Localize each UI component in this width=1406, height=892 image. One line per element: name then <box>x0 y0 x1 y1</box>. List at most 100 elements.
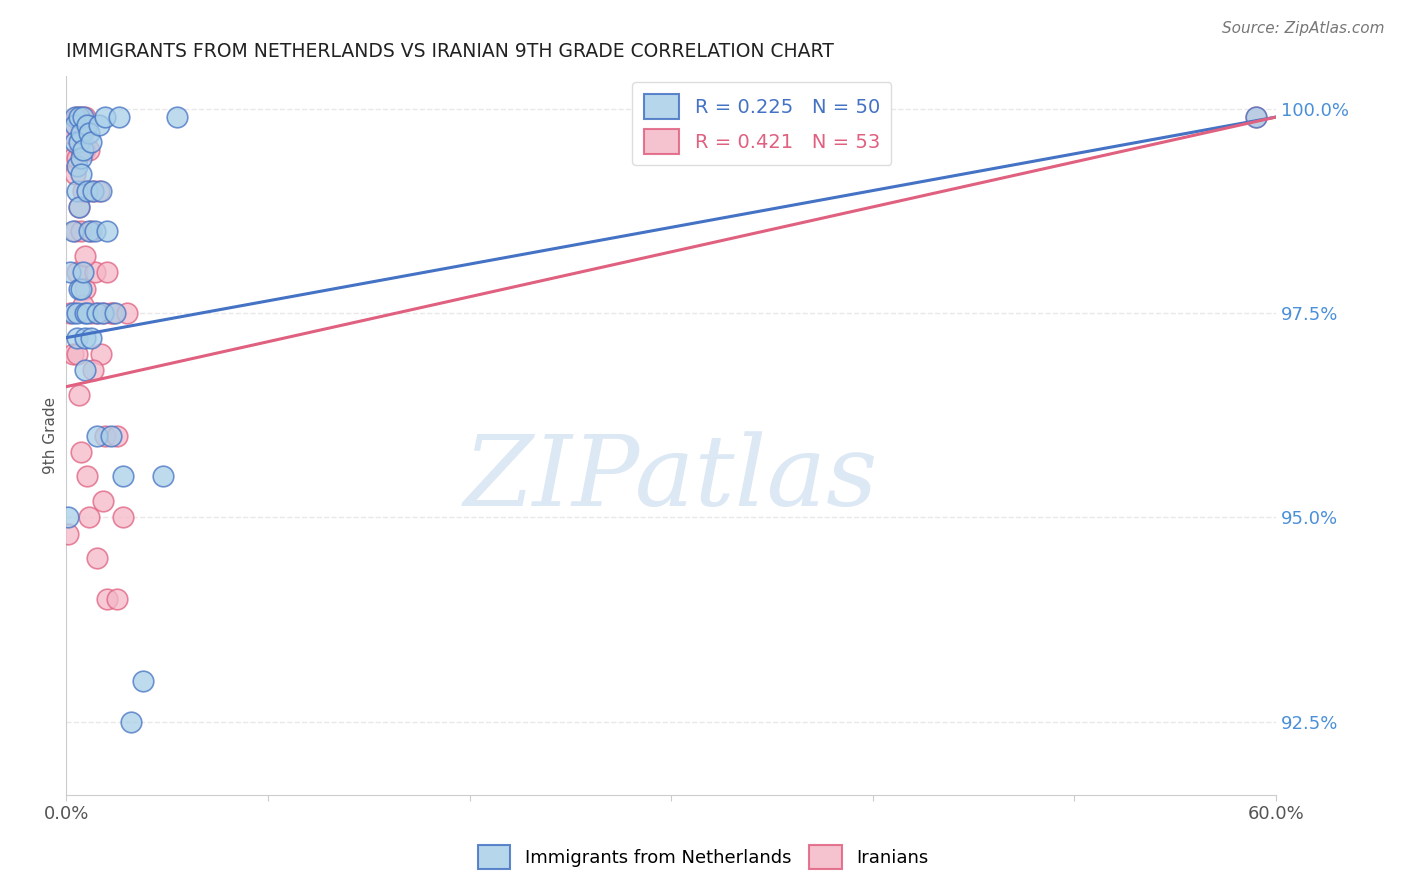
Point <box>152 469 174 483</box>
Y-axis label: 9th Grade: 9th Grade <box>44 397 58 475</box>
Point <box>73 110 96 124</box>
Point <box>76 469 98 483</box>
Point <box>62 306 84 320</box>
Point <box>65 110 87 124</box>
Point <box>73 363 96 377</box>
Point <box>73 249 96 263</box>
Point <box>65 184 87 198</box>
Text: Source: ZipAtlas.com: Source: ZipAtlas.com <box>1222 21 1385 36</box>
Point <box>67 200 90 214</box>
Point <box>86 306 108 320</box>
Point <box>77 143 100 157</box>
Point <box>67 388 90 402</box>
Point <box>76 184 98 198</box>
Point <box>76 306 98 320</box>
Point <box>77 127 100 141</box>
Point <box>67 282 90 296</box>
Point <box>63 110 86 124</box>
Point <box>67 110 90 124</box>
Point <box>72 184 94 198</box>
Point <box>91 494 114 508</box>
Point <box>72 110 94 124</box>
Point <box>82 184 104 198</box>
Point <box>62 224 84 238</box>
Point <box>65 330 87 344</box>
Point <box>100 306 122 320</box>
Point <box>65 306 87 320</box>
Point <box>82 363 104 377</box>
Point <box>72 143 94 157</box>
Point <box>67 200 90 214</box>
Point <box>87 184 110 198</box>
Point <box>91 306 114 320</box>
Point <box>59 127 82 141</box>
Point <box>58 127 80 141</box>
Point <box>111 469 134 483</box>
Point <box>69 224 91 238</box>
Point <box>65 265 87 279</box>
Point <box>73 282 96 296</box>
Point <box>63 224 86 238</box>
Point <box>65 159 87 173</box>
Point <box>111 510 134 524</box>
Point <box>59 306 82 320</box>
Point <box>79 306 101 320</box>
Point <box>65 347 87 361</box>
Point <box>67 135 90 149</box>
Point <box>69 167 91 181</box>
Point <box>83 224 105 238</box>
Point <box>69 445 91 459</box>
Point <box>69 143 91 157</box>
Point <box>96 592 118 607</box>
Point <box>73 306 96 320</box>
Point <box>72 298 94 312</box>
Point <box>67 127 90 141</box>
Point <box>86 551 108 566</box>
Point <box>63 167 86 181</box>
Point <box>62 118 84 132</box>
Point <box>94 110 117 124</box>
Point <box>69 151 91 165</box>
Point <box>104 306 127 320</box>
Text: ZIPatlas: ZIPatlas <box>464 431 879 526</box>
Point <box>101 306 124 320</box>
Point <box>73 330 96 344</box>
Point <box>105 592 128 607</box>
Point <box>105 428 128 442</box>
Point <box>69 127 91 141</box>
Point <box>76 118 98 132</box>
Point <box>63 135 86 149</box>
Point <box>62 347 84 361</box>
Point <box>69 282 91 296</box>
Point <box>58 526 80 541</box>
Point <box>115 306 138 320</box>
Point <box>79 224 101 238</box>
Point <box>94 428 117 442</box>
Point <box>83 265 105 279</box>
Point <box>96 265 118 279</box>
Point <box>96 224 118 238</box>
Text: IMMIGRANTS FROM NETHERLANDS VS IRANIAN 9TH GRADE CORRELATION CHART: IMMIGRANTS FROM NETHERLANDS VS IRANIAN 9… <box>66 42 834 61</box>
Point <box>86 306 108 320</box>
Point <box>77 510 100 524</box>
Point <box>59 265 82 279</box>
Point <box>76 184 98 198</box>
Point <box>1244 110 1267 124</box>
Point <box>65 151 87 165</box>
Point <box>58 510 80 524</box>
Point <box>90 347 112 361</box>
Point <box>72 265 94 279</box>
Point <box>108 110 131 124</box>
Point <box>79 135 101 149</box>
Point <box>76 118 98 132</box>
Point <box>166 110 188 124</box>
Point <box>100 428 122 442</box>
Point <box>69 110 91 124</box>
Point <box>120 714 142 729</box>
Point <box>63 118 86 132</box>
Legend: R = 0.225   N = 50, R = 0.421   N = 53: R = 0.225 N = 50, R = 0.421 N = 53 <box>633 82 891 165</box>
Point <box>77 224 100 238</box>
Point <box>82 184 104 198</box>
Point <box>72 127 94 141</box>
Point <box>79 330 101 344</box>
